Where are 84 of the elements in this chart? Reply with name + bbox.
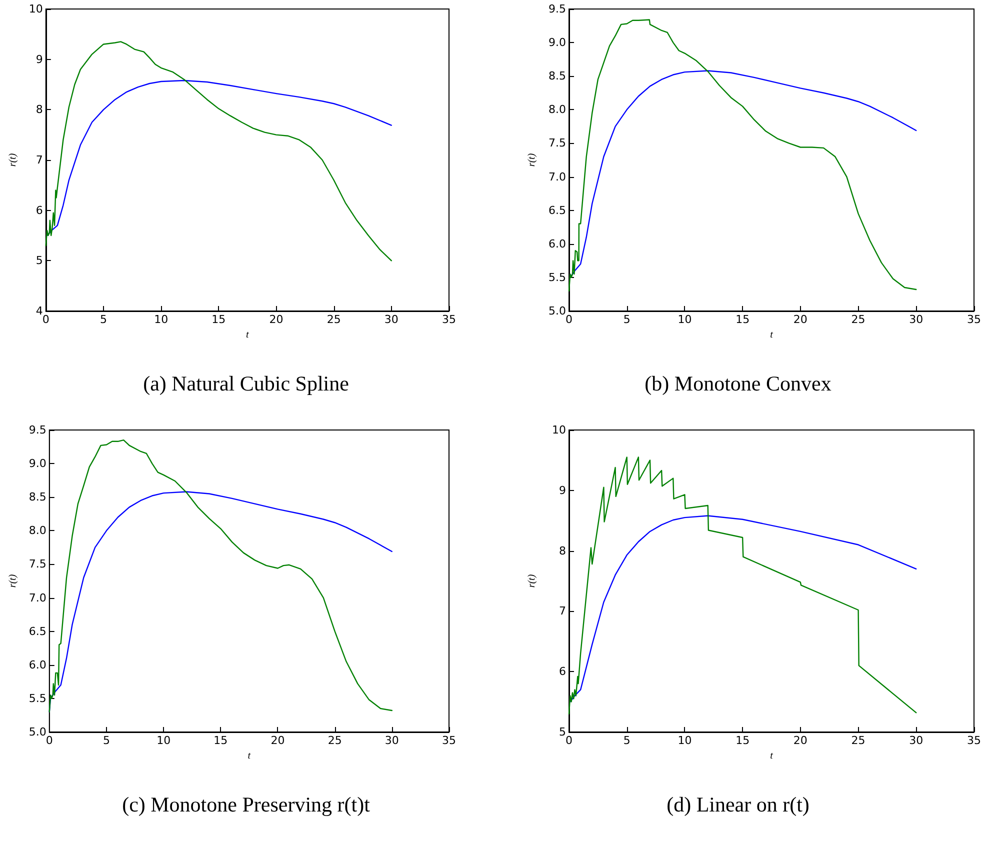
text: (d) Linear on r(t): [666, 792, 810, 816]
x-tick-label: 25: [326, 313, 341, 326]
line-series: [570, 70, 917, 278]
x-tick-label: 20: [793, 313, 808, 326]
x-tick-label: 15: [736, 313, 750, 326]
text: (c) Monotone Preserving r(t)t: [122, 792, 370, 816]
x-tick-label: 5: [623, 313, 630, 326]
y-axis-title: r(t): [526, 574, 538, 588]
x-axis-title: t: [770, 329, 774, 340]
x-tick-label: 0: [566, 734, 572, 747]
x-tick-label: 15: [212, 313, 226, 326]
y-tick-label: 5: [559, 726, 566, 738]
x-axis-title: t: [248, 750, 251, 762]
x-tick-label: 10: [678, 313, 692, 326]
line-series: [46, 80, 392, 236]
x-tick-label: 20: [269, 313, 284, 326]
x-tick-label: 30: [384, 734, 399, 747]
y-tick-label: 8: [559, 544, 566, 558]
x-tick-label: 20: [270, 734, 285, 747]
x-tick-label: 30: [909, 734, 924, 747]
y-tick-label: 6: [36, 204, 43, 217]
x-tick-label: 0: [42, 313, 50, 326]
y-tick-label: 10: [28, 2, 43, 16]
y-tick-label: 8.5: [548, 70, 566, 83]
x-tick-label: 35: [442, 313, 456, 326]
y-tick-label: 5.5: [28, 692, 46, 705]
line-series: [568, 456, 917, 714]
x-tick-label: 25: [851, 734, 866, 747]
y-axis-title: r(t): [8, 152, 18, 167]
x-axis-title: t: [246, 329, 250, 340]
y-tick-label: 9: [559, 484, 566, 497]
x-tick-label: 0: [566, 313, 572, 326]
y-tick-label: 8.0: [28, 524, 46, 538]
y-tick-label: 5.0: [28, 726, 46, 738]
y-tick-label: 7.0: [28, 591, 46, 604]
x-tick-label: 15: [736, 734, 750, 747]
x-tick-label: 35: [442, 734, 456, 747]
x-tick-label: 10: [156, 734, 171, 747]
line-series: [45, 41, 392, 262]
x-tick-label: 5: [623, 734, 630, 747]
y-tick-label: 6.0: [548, 237, 566, 250]
x-tick-label: 15: [214, 734, 228, 747]
x-tick-label: 25: [328, 734, 342, 747]
y-tick-label: 7.5: [28, 558, 46, 571]
y-tick-label: 7: [36, 154, 43, 166]
x-tick-label: 5: [102, 734, 110, 747]
y-tick-label: 6: [559, 665, 566, 678]
x-tick-label: 35: [967, 313, 981, 326]
y-tick-label: 9.0: [548, 36, 566, 50]
x-tick-label: 30: [384, 313, 398, 326]
y-tick-label: 5.5: [548, 270, 566, 284]
y-axis-title: r(t): [8, 574, 18, 588]
x-tick-label: 10: [154, 313, 168, 326]
y-tick-label: 6.5: [28, 624, 46, 638]
y-tick-label: 4: [36, 304, 43, 318]
x-tick-label: 5: [100, 313, 107, 326]
y-tick-label: 8: [36, 103, 43, 116]
x-tick-label: 10: [678, 734, 692, 747]
y-tick-label: 6.0: [28, 658, 46, 672]
y-tick-label: 7: [559, 604, 566, 618]
line-series: [570, 515, 917, 702]
line-series: [568, 19, 917, 292]
y-tick-label: 5: [36, 254, 43, 268]
x-tick-label: 35: [967, 734, 981, 747]
text: (a) Natural Cubic Spline: [143, 372, 349, 396]
x-tick-label: 0: [46, 734, 53, 747]
y-tick-label: 9.5: [548, 2, 566, 16]
y-axis-title: r(t): [526, 152, 538, 167]
y-tick-label: 5.0: [548, 304, 566, 318]
x-tick-label: 20: [793, 734, 808, 747]
y-tick-label: 8.5: [28, 490, 46, 504]
y-tick-label: 7.0: [548, 170, 566, 184]
line-series: [48, 439, 393, 712]
y-tick-label: 6.5: [548, 204, 566, 217]
x-axis-title: t: [770, 750, 774, 762]
y-tick-label: 9.0: [28, 457, 46, 470]
y-tick-label: 9: [36, 52, 43, 66]
x-tick-label: 30: [909, 313, 924, 326]
x-tick-label: 25: [851, 313, 866, 326]
y-tick-label: 8.0: [548, 103, 566, 116]
y-tick-label: 7.5: [548, 136, 566, 150]
y-tick-label: 9.5: [28, 424, 46, 436]
y-tick-label: 10: [552, 424, 566, 436]
text: (b) Monotone Convex: [644, 372, 832, 396]
